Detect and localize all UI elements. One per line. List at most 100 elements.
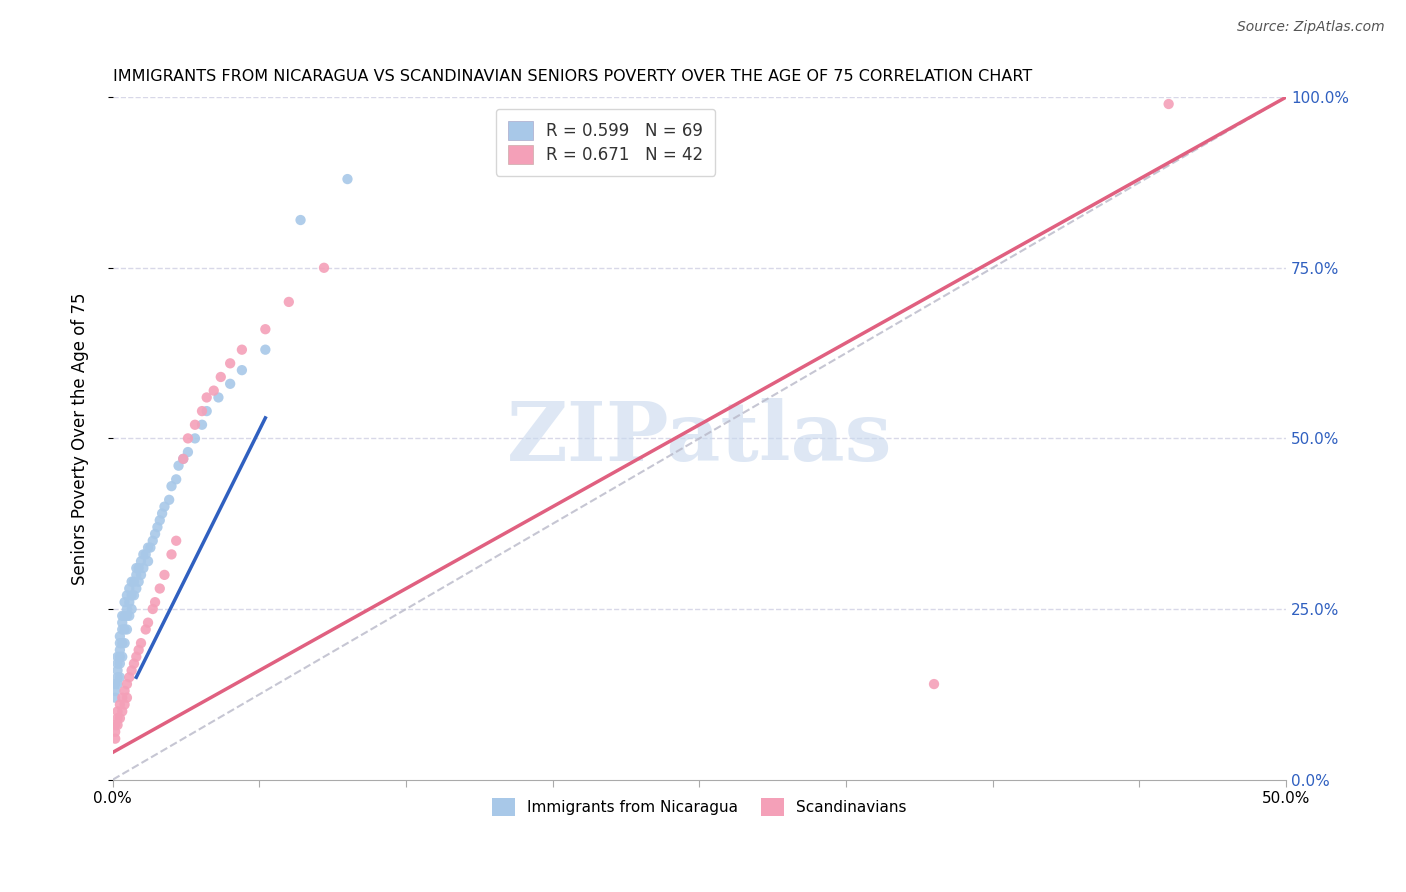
Point <box>122 574 145 589</box>
Point <box>219 356 242 370</box>
Point <box>114 595 136 609</box>
Point <box>114 684 136 698</box>
Point <box>107 711 129 725</box>
Point <box>128 574 150 589</box>
Point <box>111 690 134 705</box>
Point <box>132 548 155 562</box>
Point <box>231 343 253 357</box>
Point <box>114 608 136 623</box>
Point <box>115 690 138 705</box>
Point <box>191 404 214 418</box>
Point <box>125 582 148 596</box>
Point <box>104 731 127 746</box>
Point <box>114 623 136 637</box>
Point <box>136 615 159 630</box>
Point <box>160 548 183 562</box>
Point <box>277 294 299 309</box>
Point <box>136 554 159 568</box>
Point <box>111 649 134 664</box>
Point <box>125 567 148 582</box>
Point <box>121 574 143 589</box>
Point <box>132 561 155 575</box>
Point <box>153 567 176 582</box>
Point <box>114 698 136 712</box>
Point <box>336 172 359 186</box>
Point <box>160 479 183 493</box>
Point <box>121 588 143 602</box>
Point <box>104 677 127 691</box>
Point <box>111 623 134 637</box>
Point <box>108 643 131 657</box>
Point <box>195 391 218 405</box>
Point <box>165 472 187 486</box>
Point <box>118 670 141 684</box>
Point <box>184 431 207 445</box>
Point <box>108 711 131 725</box>
Point <box>312 260 335 275</box>
Point <box>107 670 129 684</box>
Point <box>107 704 129 718</box>
Point <box>143 527 166 541</box>
Point <box>108 698 131 712</box>
Point <box>114 636 136 650</box>
Text: ZIPatlas: ZIPatlas <box>506 399 893 478</box>
Point <box>118 608 141 623</box>
Point <box>136 541 159 555</box>
Point <box>128 643 150 657</box>
Point <box>172 451 194 466</box>
Point <box>219 376 242 391</box>
Point <box>177 431 200 445</box>
Point <box>143 595 166 609</box>
Point <box>1157 97 1180 112</box>
Point <box>125 561 148 575</box>
Point <box>231 363 253 377</box>
Point <box>111 608 134 623</box>
Point <box>129 636 152 650</box>
Point <box>129 554 152 568</box>
Point <box>111 636 134 650</box>
Point <box>107 664 129 678</box>
Point <box>202 384 225 398</box>
Point <box>104 684 127 698</box>
Point <box>118 582 141 596</box>
Text: IMMIGRANTS FROM NICARAGUA VS SCANDINAVIAN SENIORS POVERTY OVER THE AGE OF 75 COR: IMMIGRANTS FROM NICARAGUA VS SCANDINAVIA… <box>112 69 1032 84</box>
Point <box>115 588 138 602</box>
Point <box>209 370 232 384</box>
Point <box>104 690 127 705</box>
Point <box>122 657 145 671</box>
Point <box>139 541 162 555</box>
Point <box>121 664 143 678</box>
Point <box>115 677 138 691</box>
Point <box>107 657 129 671</box>
Point <box>121 602 143 616</box>
Point <box>107 649 129 664</box>
Point <box>135 548 157 562</box>
Point <box>157 492 180 507</box>
Point <box>207 391 229 405</box>
Y-axis label: Seniors Poverty Over the Age of 75: Seniors Poverty Over the Age of 75 <box>72 293 89 584</box>
Point <box>146 520 169 534</box>
Point <box>922 677 945 691</box>
Point <box>172 451 194 466</box>
Point <box>254 343 277 357</box>
Point <box>153 500 176 514</box>
Point <box>177 445 200 459</box>
Point <box>111 704 134 718</box>
Point <box>142 533 165 548</box>
Point <box>107 718 129 732</box>
Point <box>108 670 131 684</box>
Point <box>290 213 312 227</box>
Point <box>125 649 148 664</box>
Point <box>184 417 207 432</box>
Point <box>107 677 129 691</box>
Point <box>142 602 165 616</box>
Point <box>149 582 172 596</box>
Point <box>115 608 138 623</box>
Point <box>118 595 141 609</box>
Point <box>128 561 150 575</box>
Point <box>191 417 214 432</box>
Point <box>149 513 172 527</box>
Point <box>111 615 134 630</box>
Point <box>108 629 131 643</box>
Point <box>129 567 152 582</box>
